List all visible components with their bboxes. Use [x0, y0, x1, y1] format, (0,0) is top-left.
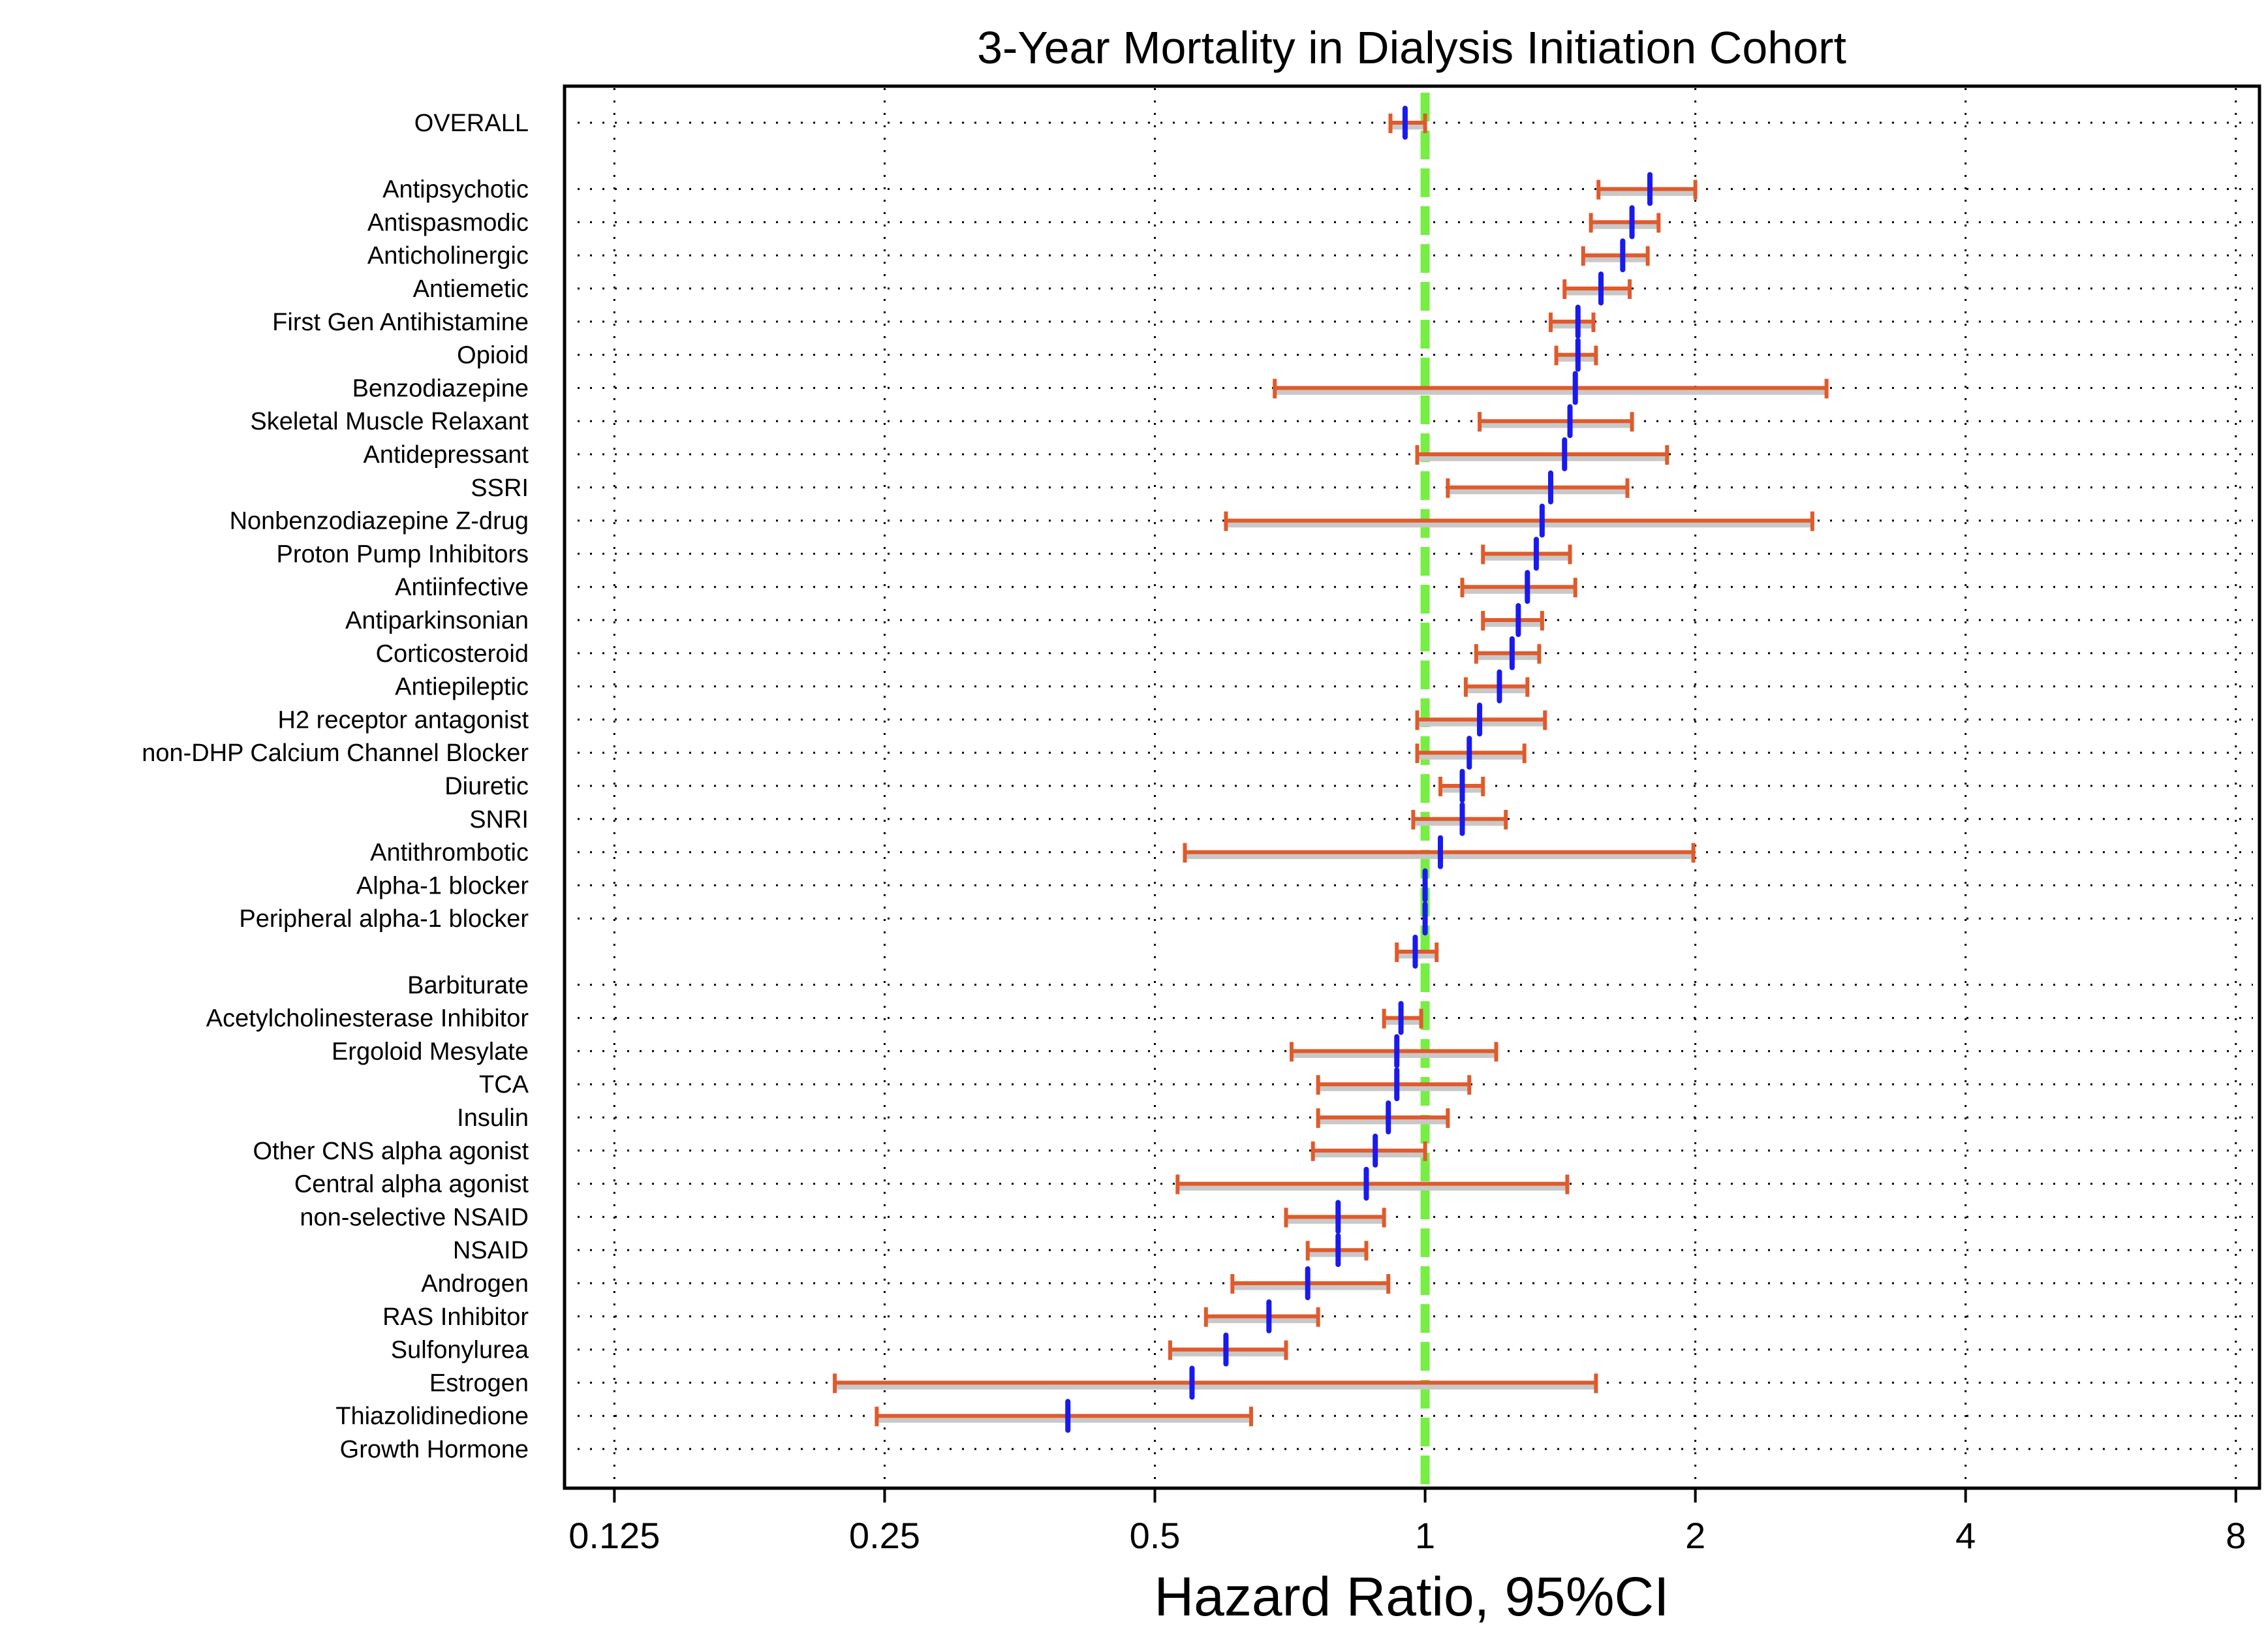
row-label: Anticholinergic	[367, 242, 529, 270]
row-label: RAS Inhibitor	[382, 1303, 529, 1331]
row-label: non-DHP Calcium Channel Blocker	[142, 740, 529, 767]
x-tick-label: 4	[1955, 1515, 1976, 1556]
row-label: Opioid	[457, 342, 529, 369]
x-axis-label: Hazard Ratio, 95%CI	[1154, 1566, 1669, 1627]
row-label: Peripheral alpha-1 blocker	[239, 905, 529, 933]
row-label: Nonbenzodiazepine Z-drug	[230, 508, 529, 535]
row-label: Alpha-1 blocker	[356, 872, 529, 899]
row-label: SNRI	[469, 806, 529, 834]
row-label: Ergoloid Mesylate	[332, 1038, 529, 1065]
x-tick-label: 0.5	[1130, 1515, 1181, 1556]
row-label: non-selective NSAID	[300, 1204, 529, 1231]
row-label: First Gen Antihistamine	[272, 309, 529, 336]
row-label: Benzodiazepine	[352, 375, 529, 402]
grid-layer	[578, 88, 2253, 1486]
row-label: NSAID	[453, 1237, 529, 1264]
row-label: Acetylcholinesterase Inhibitor	[206, 1005, 529, 1033]
row-label: Central alpha agonist	[294, 1171, 529, 1198]
row-label: TCA	[479, 1071, 529, 1099]
label-layer: OVERALL Antipsychotic Antispasmodic Anticho…	[142, 110, 529, 1463]
row-label: Growth Hormone	[340, 1436, 529, 1463]
x-tick-label: 0.125	[568, 1515, 660, 1556]
x-tick-label: 2	[1685, 1515, 1705, 1556]
plot-frame	[563, 84, 2261, 1490]
chart-title: 3-Year Mortality in Dialysis Initiation …	[977, 22, 1846, 73]
row-label: Antispasmodic	[367, 209, 529, 236]
x-tick-label: 1	[1415, 1515, 1435, 1556]
row-label: Estrogen	[429, 1369, 529, 1397]
row-label: Androgen	[421, 1270, 529, 1298]
row-label: Skeletal Muscle Relaxant	[250, 408, 529, 435]
row-label: Barbiturate	[407, 972, 529, 999]
row-label: SSRI	[471, 475, 529, 502]
row-label: Antidepressant	[364, 441, 529, 469]
row-label: Sulfonylurea	[391, 1337, 529, 1364]
row-label: Antithrombotic	[370, 839, 529, 867]
row-label: Antipsychotic	[382, 176, 529, 204]
x-tick-label: 0.25	[849, 1515, 920, 1556]
point-layer	[1065, 106, 1653, 1433]
row-label: Insulin	[457, 1104, 529, 1132]
row-label: Thiazolidinedione	[335, 1403, 529, 1430]
row-label: Antiepileptic	[395, 674, 529, 701]
row-label: Other CNS alpha agonist	[253, 1138, 529, 1165]
row-label: H2 receptor antagonist	[278, 706, 529, 734]
row-label: Antiinfective	[395, 574, 529, 601]
row-label: Antiparkinsonian	[345, 607, 529, 634]
row-label: Corticosteroid	[376, 640, 529, 668]
x-tick-label: 8	[2226, 1515, 2246, 1556]
row-label: Antiemetic	[413, 275, 529, 303]
x-axis: 0.125 0.25 0.5 1 2 4 8	[568, 1488, 2246, 1556]
row-label: Proton Pump Inhibitors	[276, 540, 529, 568]
row-label: OVERALL	[414, 110, 529, 137]
row-label: Diuretic	[444, 773, 529, 800]
ci-layer	[833, 114, 1829, 1427]
